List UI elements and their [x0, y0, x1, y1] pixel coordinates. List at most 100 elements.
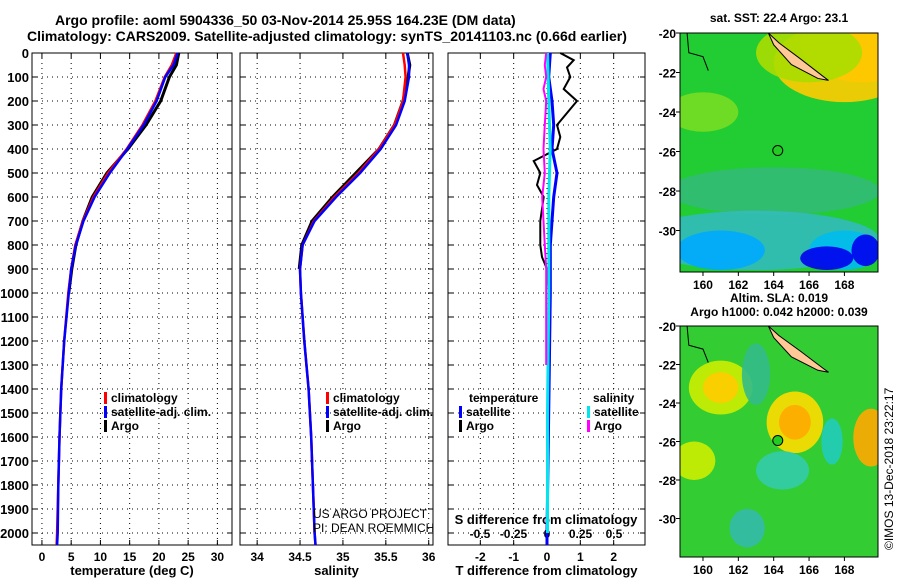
lat-tick-label: -26 — [659, 436, 677, 450]
lon-tick-label: 160 — [693, 563, 713, 577]
lon-tick-label: 166 — [799, 278, 819, 292]
lat-tick-label: -22 — [659, 359, 677, 373]
credit-pi: PI: DEAN ROEMMICH — [313, 521, 434, 535]
x-tick-label: 15 — [123, 550, 137, 564]
y-tick-label: 500 — [7, 166, 29, 181]
legend-label: satellite-adj. clim. — [333, 405, 433, 419]
field-patch — [729, 508, 765, 548]
s-diff-tick-label: 0.5 — [606, 527, 623, 541]
y-tick-label: 1000 — [0, 286, 29, 301]
legend-swatch — [104, 392, 107, 404]
y-tick-label: 1100 — [1, 310, 29, 325]
field-patch — [779, 404, 811, 440]
sst-map-title: sat. SST: 22.4 Argo: 23.1 — [710, 11, 849, 25]
field-patch — [680, 441, 716, 480]
argo-t-diff-line — [532, 52, 579, 294]
s-diff-tick-label: -0.25 — [500, 527, 528, 541]
x-tick-label: 1 — [577, 550, 584, 564]
y-tick-label: 1600 — [0, 430, 29, 445]
sst-map: 160 162 164 166 168 -20 -22 -24 -26 -28 -30 sat. SS… — [659, 11, 879, 292]
plot-frame — [31, 52, 233, 546]
legend-swatch — [104, 406, 107, 418]
x-tick-label: -1 — [508, 550, 519, 564]
field-patch — [741, 343, 771, 405]
field-patch — [851, 234, 878, 267]
imos-timestamp: ©IMOS 13-Dec-2018 23:22:17 — [882, 387, 896, 550]
new-caledonia-land — [767, 33, 829, 81]
x-tick-label: 34 — [250, 550, 264, 564]
field-patch — [800, 246, 854, 271]
y-tick-label: 200 — [7, 94, 29, 109]
x-tick-label: 0 — [544, 550, 551, 564]
lat-tick-label: -28 — [659, 185, 677, 199]
climatology-salinity-line — [298, 52, 407, 546]
legend-swatch — [326, 406, 329, 418]
legend-swatch — [326, 392, 329, 404]
coastline — [686, 33, 709, 71]
lon-tick-label: 162 — [728, 278, 748, 292]
x-tick-label: 35.5 — [374, 550, 398, 564]
legend-swatch — [587, 406, 590, 418]
x-tick-label: 2 — [610, 550, 617, 564]
x-tick-label: 0 — [39, 550, 46, 564]
legend-label: satellite — [594, 405, 639, 419]
legend-salinity-title: salinity — [593, 391, 635, 405]
x-tick-label: 30 — [211, 550, 225, 564]
argo-position-marker — [772, 435, 784, 447]
s-diff-tick-label: -0.5 — [470, 527, 491, 541]
figure-title-line2: Climatology: CARS2009. Satellite-adjuste… — [27, 28, 627, 44]
new-caledonia-land — [767, 326, 829, 373]
y-tick-label: 800 — [7, 238, 29, 253]
legend-swatch — [587, 420, 590, 432]
y-tick-label: 1300 — [0, 358, 29, 373]
field-patch — [680, 167, 878, 215]
legend-label: climatology — [111, 391, 178, 405]
lat-tick-label: -24 — [659, 106, 677, 120]
x-tick-label: -2 — [475, 550, 486, 564]
y-tick-label: 400 — [7, 142, 29, 157]
y-tick-label: 1900 — [0, 502, 29, 517]
y-tick-label: 100 — [7, 70, 29, 85]
lon-tick-label: 168 — [834, 278, 854, 292]
y-tick-label: 1400 — [0, 382, 29, 397]
legend-label: climatology — [333, 391, 400, 405]
field-patch — [853, 408, 878, 467]
field-patch — [702, 372, 739, 403]
legend-label: Argo — [594, 419, 622, 433]
legend-swatch — [104, 420, 107, 432]
plot-frame — [239, 52, 434, 546]
y-tick-label: 1200 — [0, 334, 29, 349]
lat-tick-label: -24 — [659, 397, 677, 411]
argo-s-diff-line — [541, 52, 548, 365]
argo-salinity-line — [297, 52, 412, 270]
lon-tick-label: 160 — [693, 278, 713, 292]
lat-tick-label: -20 — [659, 27, 677, 41]
lon-tick-label: 168 — [834, 563, 854, 577]
profile-panel-3: -2 -1 0 1 2T difference from climatology -0.5… — [447, 52, 646, 578]
legend-label: Argo — [333, 419, 361, 433]
credit-project: US ARGO PROJECT — [313, 507, 428, 521]
y-tick-label: 300 — [7, 118, 29, 133]
legend-swatch — [459, 406, 462, 418]
field-patch — [821, 418, 843, 465]
x-tick-label: 36 — [422, 550, 436, 564]
figure-title-line1: Argo profile: aoml 5904336_50 03-Nov-201… — [55, 12, 516, 28]
x-tick-label: 10 — [94, 550, 108, 564]
y-tick-label: 1700 — [0, 454, 29, 469]
lon-tick-label: 164 — [764, 278, 784, 292]
x-tick-label: 5 — [68, 550, 75, 564]
lat-tick-label: -26 — [659, 146, 677, 160]
field-patch — [756, 451, 810, 490]
lon-tick-label: 162 — [728, 563, 748, 577]
x-tick-label: 20 — [152, 550, 166, 564]
lat-tick-label: -30 — [659, 225, 677, 239]
x-tick-label: 35 — [336, 550, 350, 564]
coastline — [686, 326, 709, 363]
argo-position-marker — [772, 145, 784, 157]
y-tick-label: 900 — [7, 262, 29, 277]
sla-map-title-line1: Altim. SLA: 0.019 — [730, 291, 828, 305]
satellite-salinity-line — [298, 52, 411, 546]
y-tick-label: 600 — [7, 190, 29, 205]
field-patch — [680, 92, 739, 132]
